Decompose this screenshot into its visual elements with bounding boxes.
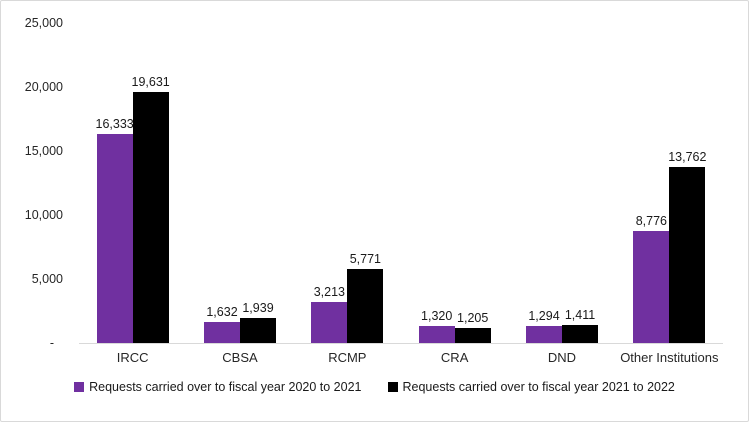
data-label-cra-series-2: 1,205 [457, 310, 489, 325]
legend: Requests carried over to fiscal year 202… [1, 380, 748, 394]
x-axis-category-label: DND [547, 350, 577, 365]
bar-ircc-series-1 [96, 133, 133, 343]
x-axis-category-label: IRCC [116, 350, 149, 365]
y-axis-tick-label: 5,000 [31, 271, 63, 286]
x-axis-category-label: CRA [440, 350, 469, 365]
data-label-other-institutions-series-1: 8,776 [635, 213, 667, 228]
legend-item-series-1: Requests carried over to fiscal year 202… [74, 380, 362, 394]
data-label-dnd-series-1: 1,294 [528, 309, 560, 324]
bar-cra-series-2 [454, 327, 491, 343]
bar-cbsa-series-2 [240, 318, 276, 343]
y-axis-tick-label: 15,000 [24, 143, 63, 158]
data-label-cbsa-series-1: 1,632 [206, 305, 238, 320]
bar-ircc-series-2 [132, 91, 169, 343]
data-label-ircc-series-1: 16,333 [95, 116, 134, 131]
data-label-ircc-series-2: 19,631 [131, 74, 170, 89]
x-axis-category-label: CBSA [222, 350, 258, 365]
x-axis-category-label: RCMP [328, 350, 367, 365]
bar-rcmp-series-1 [311, 301, 348, 343]
data-label-rcmp-series-1: 3,213 [313, 284, 345, 299]
data-label-cra-series-1: 1,320 [421, 309, 453, 324]
bar-rcmp-series-2 [347, 269, 384, 343]
legend-swatch-icon [387, 382, 398, 392]
data-label-dnd-series-2: 1,411 [564, 307, 596, 322]
y-axis-tick-label: 20,000 [24, 79, 63, 94]
legend-label: Requests carried over to fiscal year 202… [402, 380, 675, 394]
data-label-other-institutions-series-2: 13,762 [668, 149, 707, 164]
y-axis-tick-label: 10,000 [24, 207, 63, 222]
data-label-cbsa-series-2: 1,939 [242, 301, 274, 316]
bar-cbsa-series-1 [204, 322, 240, 343]
legend-item-series-2: Requests carried over to fiscal year 202… [387, 380, 675, 394]
legend-label: Requests carried over to fiscal year 202… [89, 380, 362, 394]
y-axis-tick-label: - [49, 335, 54, 350]
legend-swatch-icon [74, 382, 85, 392]
bar-dnd-series-2 [562, 324, 598, 343]
bar-cra-series-1 [418, 326, 455, 343]
bar-other-institutions-series-2 [669, 166, 706, 343]
x-axis-category-label: Other Institutions [620, 350, 719, 365]
bar-other-institutions-series-1 [633, 230, 670, 343]
y-axis-tick-label: 25,000 [24, 15, 63, 30]
bar-dnd-series-1 [526, 326, 562, 343]
data-label-rcmp-series-2: 5,771 [349, 252, 381, 267]
x-axis-line [79, 343, 723, 344]
